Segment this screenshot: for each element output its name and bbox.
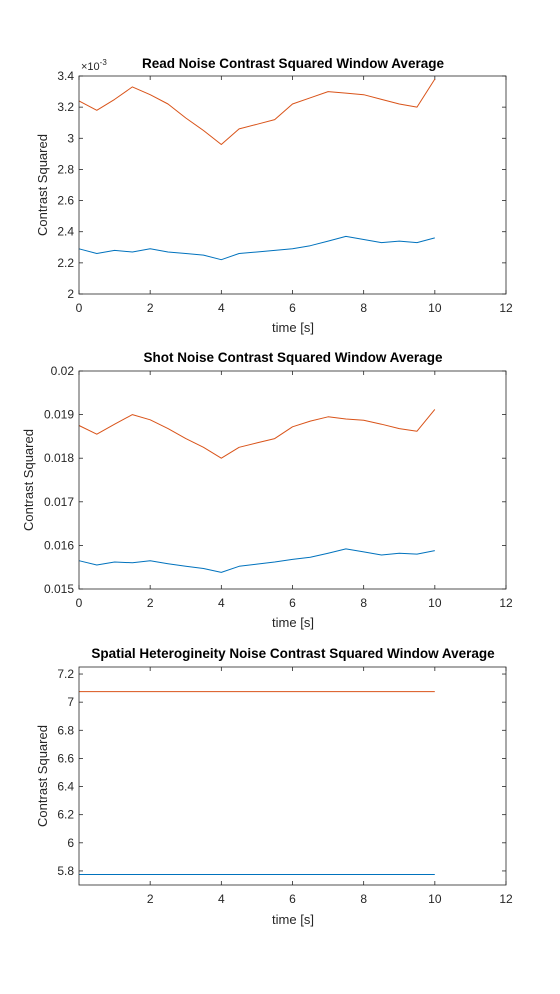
y-tick-label: 3 (67, 131, 74, 145)
x-tick-label: 6 (289, 892, 296, 906)
y-tick-label: 6.8 (57, 723, 74, 737)
y-axis-label: Contrast Squared (35, 725, 50, 827)
x-tick-label: 12 (499, 596, 513, 610)
x-tick-label: 4 (218, 301, 225, 315)
series-lines (78, 409, 436, 573)
series-lines (79, 691, 435, 875)
y-tick-label: 0.016 (44, 538, 74, 552)
x-tick-label: 10 (428, 892, 442, 906)
x-tick-label: 2 (147, 301, 154, 315)
plot-area (79, 371, 506, 589)
y-tick-label: 0.018 (44, 451, 74, 465)
x-tick-label: 4 (218, 892, 225, 906)
subplot-shot-noise: Shot Noise Contrast Squared Window Avera… (21, 350, 513, 630)
chart-title: Read Noise Contrast Squared Window Avera… (142, 56, 444, 71)
x-tick-label: 6 (289, 301, 296, 315)
x-axis-ticks: 0 2 4 6 8 10 12 (76, 371, 513, 610)
x-tick-label: 2 (147, 596, 154, 610)
subplot-read-noise: Read Noise Contrast Squared Window Avera… (35, 56, 513, 335)
axis-exponent: ×10-3 (81, 58, 107, 73)
series-line-1 (78, 548, 435, 573)
y-tick-label: 6.2 (57, 808, 74, 822)
x-tick-label: 8 (360, 596, 367, 610)
x-tick-label: 8 (360, 301, 367, 315)
y-tick-label: 6 (67, 836, 74, 850)
x-tick-label: 10 (428, 596, 442, 610)
x-tick-label: 2 (147, 892, 154, 906)
y-tick-label: 2 (67, 287, 74, 301)
y-tick-label: 6.6 (57, 751, 74, 765)
chart-title: Shot Noise Contrast Squared Window Avera… (144, 350, 443, 365)
y-axis-ticks: 5.8 6 6.2 6.4 6.6 6.8 7 7.2 (57, 667, 506, 878)
y-tick-label: 3.2 (57, 100, 74, 114)
y-tick-label: 0.015 (44, 582, 74, 596)
series-line-2 (78, 409, 436, 459)
x-axis-ticks: 2 4 6 8 10 12 (147, 667, 513, 906)
y-tick-label: 7.2 (57, 667, 74, 681)
x-tick-label: 0 (76, 301, 83, 315)
plot-area (79, 76, 506, 294)
plot-area (79, 667, 506, 885)
series-line-1 (78, 235, 435, 261)
y-tick-label: 5.8 (57, 864, 74, 878)
y-axis-label: Contrast Squared (21, 429, 36, 531)
x-tick-label: 12 (499, 892, 513, 906)
y-axis-ticks: 2 2.2 2.4 2.6 2.8 3 3.2 3.4 (57, 69, 506, 301)
axes-box (78, 666, 507, 886)
x-axis-label: time [s] (272, 320, 314, 335)
x-axis-label: time [s] (272, 615, 314, 630)
y-tick-label: 2.6 (57, 194, 74, 208)
y-tick-label: 3.4 (57, 69, 74, 83)
x-tick-label: 8 (360, 892, 367, 906)
y-tick-label: 0.019 (44, 408, 74, 422)
y-tick-label: 6.4 (57, 780, 74, 794)
chart-title: Spatial Heterogineity Noise Contrast Squ… (91, 646, 495, 661)
y-tick-label: 2.2 (57, 256, 74, 270)
series-line-2 (78, 78, 436, 145)
y-tick-label: 2.4 (57, 225, 74, 239)
y-tick-label: 0.02 (51, 364, 75, 378)
axes-box (78, 370, 507, 590)
x-tick-label: 12 (499, 301, 513, 315)
subplot-spatial-heterogeneity: Spatial Heterogineity Noise Contrast Squ… (35, 646, 513, 927)
x-tick-label: 6 (289, 596, 296, 610)
y-axis-label: Contrast Squared (35, 134, 50, 236)
series-lines (78, 78, 436, 261)
y-axis-ticks: 0.015 0.016 0.017 0.018 0.019 0.02 (44, 364, 506, 596)
y-tick-label: 2.8 (57, 162, 74, 176)
y-tick-label: 0.017 (44, 495, 74, 509)
axes-box (78, 75, 507, 295)
x-tick-label: 0 (76, 596, 83, 610)
y-tick-label: 7 (67, 695, 74, 709)
x-tick-label: 10 (428, 301, 442, 315)
x-axis-label: time [s] (272, 912, 314, 927)
x-tick-label: 4 (218, 596, 225, 610)
